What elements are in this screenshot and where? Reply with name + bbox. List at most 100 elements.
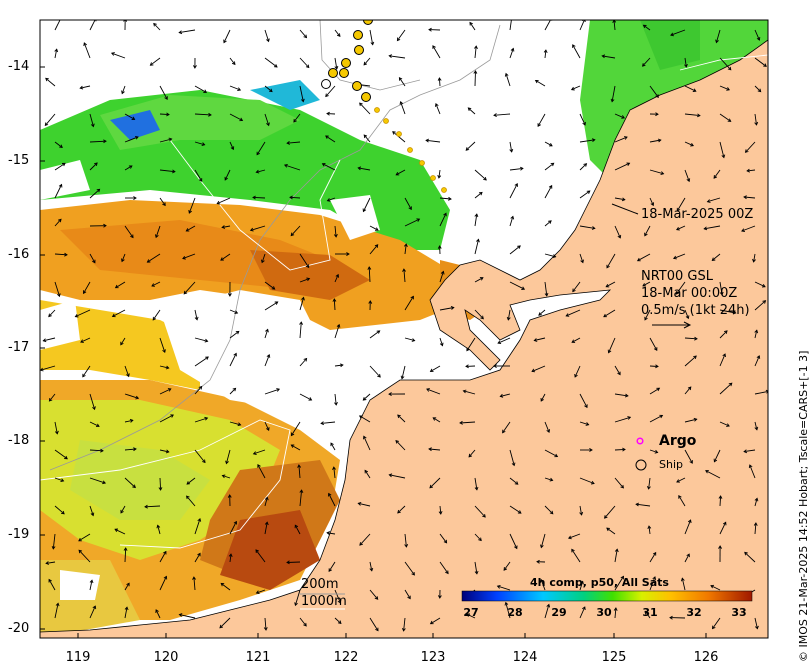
- current-vector: [432, 417, 441, 423]
- current-vector-head: [197, 552, 201, 557]
- current-vector: [325, 85, 336, 97]
- current-vector-head: [603, 313, 607, 318]
- current-vector-head: [164, 96, 168, 100]
- current-vector: [321, 421, 336, 424]
- current-vector: [294, 589, 301, 606]
- current-vector: [603, 309, 616, 318]
- current-vector-head: [676, 207, 681, 212]
- current-vector-head: [263, 627, 268, 631]
- current-vector-head: [131, 116, 136, 120]
- current-vector: [579, 505, 583, 515]
- current-vector-head: [208, 112, 212, 117]
- current-vector-head: [432, 45, 436, 49]
- current-vector: [509, 216, 514, 227]
- current-vector: [544, 449, 558, 457]
- current-vector: [124, 365, 130, 377]
- current-vector-head: [744, 551, 748, 556]
- current-vector-head: [294, 602, 298, 607]
- current-vector-head: [326, 111, 330, 116]
- current-vector-head: [432, 417, 437, 421]
- current-vector-head: [289, 195, 293, 200]
- current-vector: [753, 253, 756, 262]
- current-vector: [112, 309, 126, 317]
- current-vector-head: [468, 453, 473, 458]
- ship-position-marker: [407, 147, 413, 153]
- current-vector-head: [363, 134, 368, 139]
- current-vector: [614, 576, 624, 591]
- current-vector: [334, 57, 338, 69]
- current-vector: [220, 253, 231, 261]
- current-vector-head: [182, 256, 186, 260]
- current-vector-head: [478, 191, 483, 196]
- current-vector-head: [540, 578, 544, 583]
- current-vector: [54, 603, 59, 619]
- current-vector-head: [450, 305, 455, 310]
- current-vector-head: [265, 328, 269, 333]
- current-vector-head: [613, 607, 618, 611]
- current-vector: [614, 197, 625, 201]
- current-vector-head: [90, 123, 95, 128]
- current-vector: [684, 355, 697, 367]
- current-vector: [538, 309, 546, 316]
- current-vector-head: [336, 33, 341, 37]
- current-vector: [124, 477, 136, 488]
- current-vector-head: [678, 494, 682, 499]
- current-vector-head: [128, 165, 133, 169]
- current-vector: [509, 183, 518, 199]
- current-vector: [608, 337, 616, 353]
- current-vector-head: [326, 531, 331, 536]
- current-vector-head: [369, 567, 374, 572]
- current-vector: [334, 617, 342, 624]
- current-vector: [152, 309, 161, 321]
- current-vector-head: [303, 357, 308, 362]
- current-vector: [264, 421, 270, 431]
- current-vector: [220, 583, 231, 591]
- current-vector-head: [299, 489, 304, 493]
- current-vector: [535, 80, 546, 87]
- current-vector-head: [357, 501, 362, 506]
- current-vector: [439, 337, 443, 346]
- current-vector-head: [149, 62, 154, 66]
- current-vector: [439, 197, 452, 200]
- current-vector: [544, 505, 554, 515]
- current-vector-head: [754, 625, 759, 630]
- current-vector-head: [438, 511, 443, 515]
- current-vector: [291, 444, 301, 451]
- current-vector-head: [549, 510, 554, 515]
- colorbar-tick: 30: [596, 606, 612, 619]
- current-vector: [642, 281, 651, 287]
- current-vector-head: [178, 30, 183, 35]
- current-vector: [333, 467, 336, 479]
- current-vector: [754, 113, 757, 125]
- current-vector-head: [584, 404, 588, 409]
- current-vector-head: [80, 339, 84, 343]
- argo-label: Argo: [659, 433, 697, 449]
- current-vector: [121, 85, 126, 94]
- current-vector: [124, 136, 139, 143]
- current-vector: [754, 355, 760, 367]
- current-vector-head: [713, 175, 718, 179]
- current-vector: [500, 393, 511, 397]
- current-vector: [745, 141, 756, 153]
- current-vector: [540, 579, 546, 591]
- current-vector-head: [761, 283, 766, 288]
- current-vector-head: [655, 94, 659, 99]
- current-vector: [294, 524, 301, 535]
- current-vector: [710, 585, 721, 591]
- current-vector: [684, 519, 692, 535]
- current-vector: [474, 192, 483, 199]
- current-vector: [264, 388, 280, 395]
- current-vector-head: [266, 38, 270, 43]
- current-vector: [403, 617, 406, 631]
- current-vector-head: [493, 113, 497, 118]
- ship-track: [321, 20, 447, 193]
- current-vector-head: [604, 515, 608, 519]
- current-vector-head: [429, 620, 434, 625]
- current-vector-head: [654, 449, 659, 454]
- current-vector: [264, 354, 270, 367]
- current-vector: [544, 50, 547, 59]
- current-vector: [364, 470, 371, 479]
- current-vector: [401, 365, 406, 379]
- current-vector-head: [135, 135, 139, 140]
- current-vector: [544, 421, 550, 433]
